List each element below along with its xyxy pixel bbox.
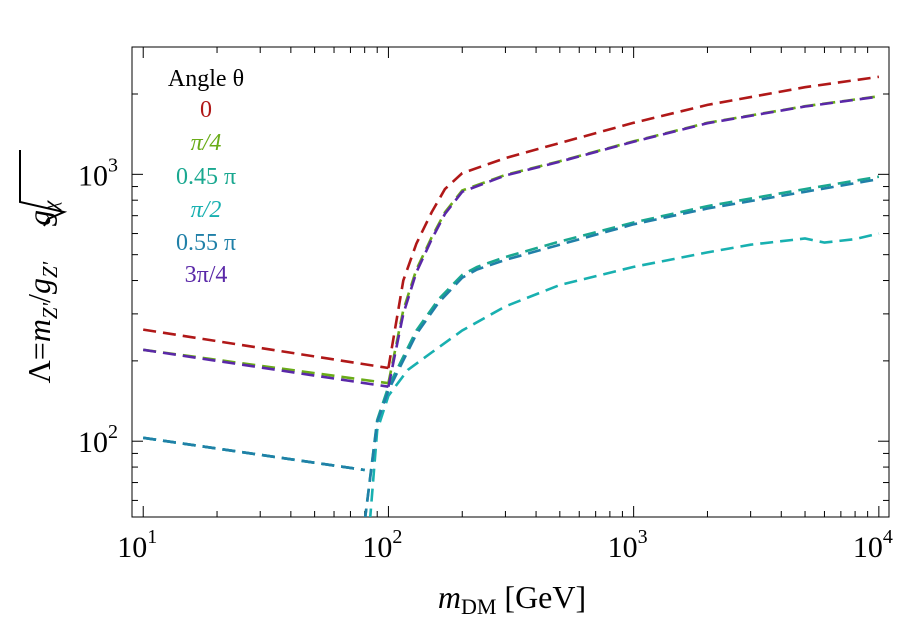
y-title-g-sub: Z' [38, 261, 62, 278]
plot-frame [131, 46, 890, 518]
y-title-g: g [21, 278, 57, 294]
legend-entry-pi2: π/2 [191, 197, 222, 223]
minor-ticks [131, 46, 889, 517]
y-tick-labels: 102 103 [78, 154, 118, 459]
series-4-segment-0 [143, 436, 365, 472]
y-title-m-sub: Z' [38, 302, 62, 319]
y-title-lambda: Λ= [21, 342, 57, 383]
series-1-segment-0 [143, 348, 389, 385]
series-0-segment-0 [142, 328, 389, 370]
y-axis-title: Λ=mZ'/gZ'gχ [19, 150, 68, 384]
series-4-segment-1 [363, 177, 880, 517]
x-tick-label-0: 101 [117, 526, 157, 564]
x-tick-labels: 101 102 103 104 [117, 526, 893, 564]
series-2-segment-1 [363, 175, 880, 517]
y-tick-label-1: 103 [78, 154, 118, 192]
series-5-segment-0 [143, 348, 389, 388]
legend-entry-0: 0 [200, 97, 212, 123]
series-3-segment-1 [368, 232, 880, 517]
y-title-root-g-sub: χ [38, 200, 62, 212]
y-title-radical [19, 150, 68, 227]
y-tick-label-0: 102 [78, 421, 118, 459]
legend-entry-pi4: π/4 [191, 130, 222, 156]
series-5-segment-1 [387, 95, 880, 387]
x-tick-label-3: 104 [853, 526, 893, 564]
svg-text:Λ=mZ'/gZ'gχ: Λ=mZ'/gZ'gχ [21, 200, 62, 384]
x-axis-title-unit: [GeV] [504, 579, 586, 615]
y-title-root-g: g [21, 210, 57, 226]
y-title-m: m [21, 319, 57, 342]
x-tick-label-2: 103 [608, 526, 648, 564]
legend-entry-3pi4: 3π/4 [185, 262, 228, 288]
legend: Angle θ 0 π/4 0.45 π π/2 0.55 π 3π/4 [168, 66, 244, 288]
legend-entry-055pi: 0.55 π [176, 230, 236, 256]
x-tick-label-1: 102 [362, 526, 402, 564]
x-axis-title: mDM [GeV] [438, 579, 586, 617]
x-axis-title-var: m [438, 579, 461, 615]
x-axis-title-sub: DM [461, 594, 496, 617]
y-title-slash: / [21, 294, 57, 303]
legend-title: Angle θ [168, 66, 244, 92]
legend-entry-045pi: 0.45 π [176, 164, 236, 190]
series-lines [142, 75, 880, 517]
series-0-segment-1 [387, 75, 880, 369]
